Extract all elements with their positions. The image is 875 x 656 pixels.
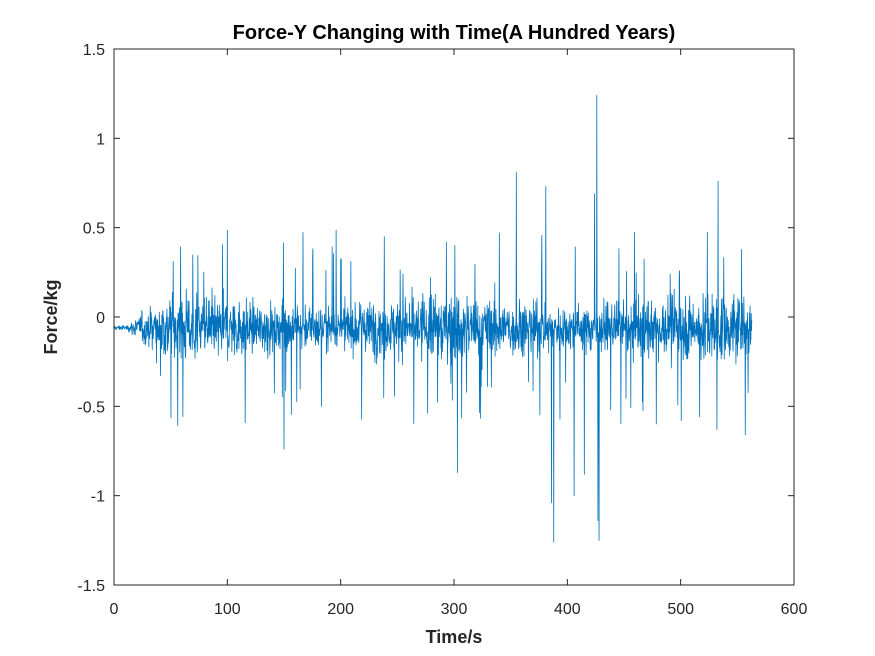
- y-tick-label: 0.5: [83, 221, 105, 238]
- x-tick-label: 0: [110, 601, 119, 618]
- x-tick-label: 200: [327, 601, 354, 618]
- y-tick-label: -1: [91, 489, 105, 506]
- y-tick-label: 1: [96, 131, 105, 148]
- series-layer: [113, 95, 753, 543]
- x-tick-label: 600: [781, 601, 808, 618]
- x-tick-label: 300: [441, 601, 468, 618]
- y-axis-label: Force/kg: [41, 279, 61, 354]
- chart-title: Force-Y Changing with Time(A Hundred Yea…: [233, 22, 676, 44]
- x-axis-label: Time/s: [426, 627, 483, 647]
- y-tick-label: -0.5: [77, 399, 105, 416]
- y-tick-label: 1.5: [83, 42, 105, 59]
- y-tick-label: 0: [96, 310, 105, 327]
- x-tick-label: 400: [554, 601, 581, 618]
- y-tick-label: -1.5: [77, 578, 105, 595]
- x-tick-label: 100: [214, 601, 241, 618]
- series-line: [113, 95, 753, 543]
- ticks-layer: 0 100 200 300 400 500 600 -1.5 -1 -0.5 0 0.5 1 1.5: [77, 42, 807, 618]
- x-tick-label: 500: [667, 601, 694, 618]
